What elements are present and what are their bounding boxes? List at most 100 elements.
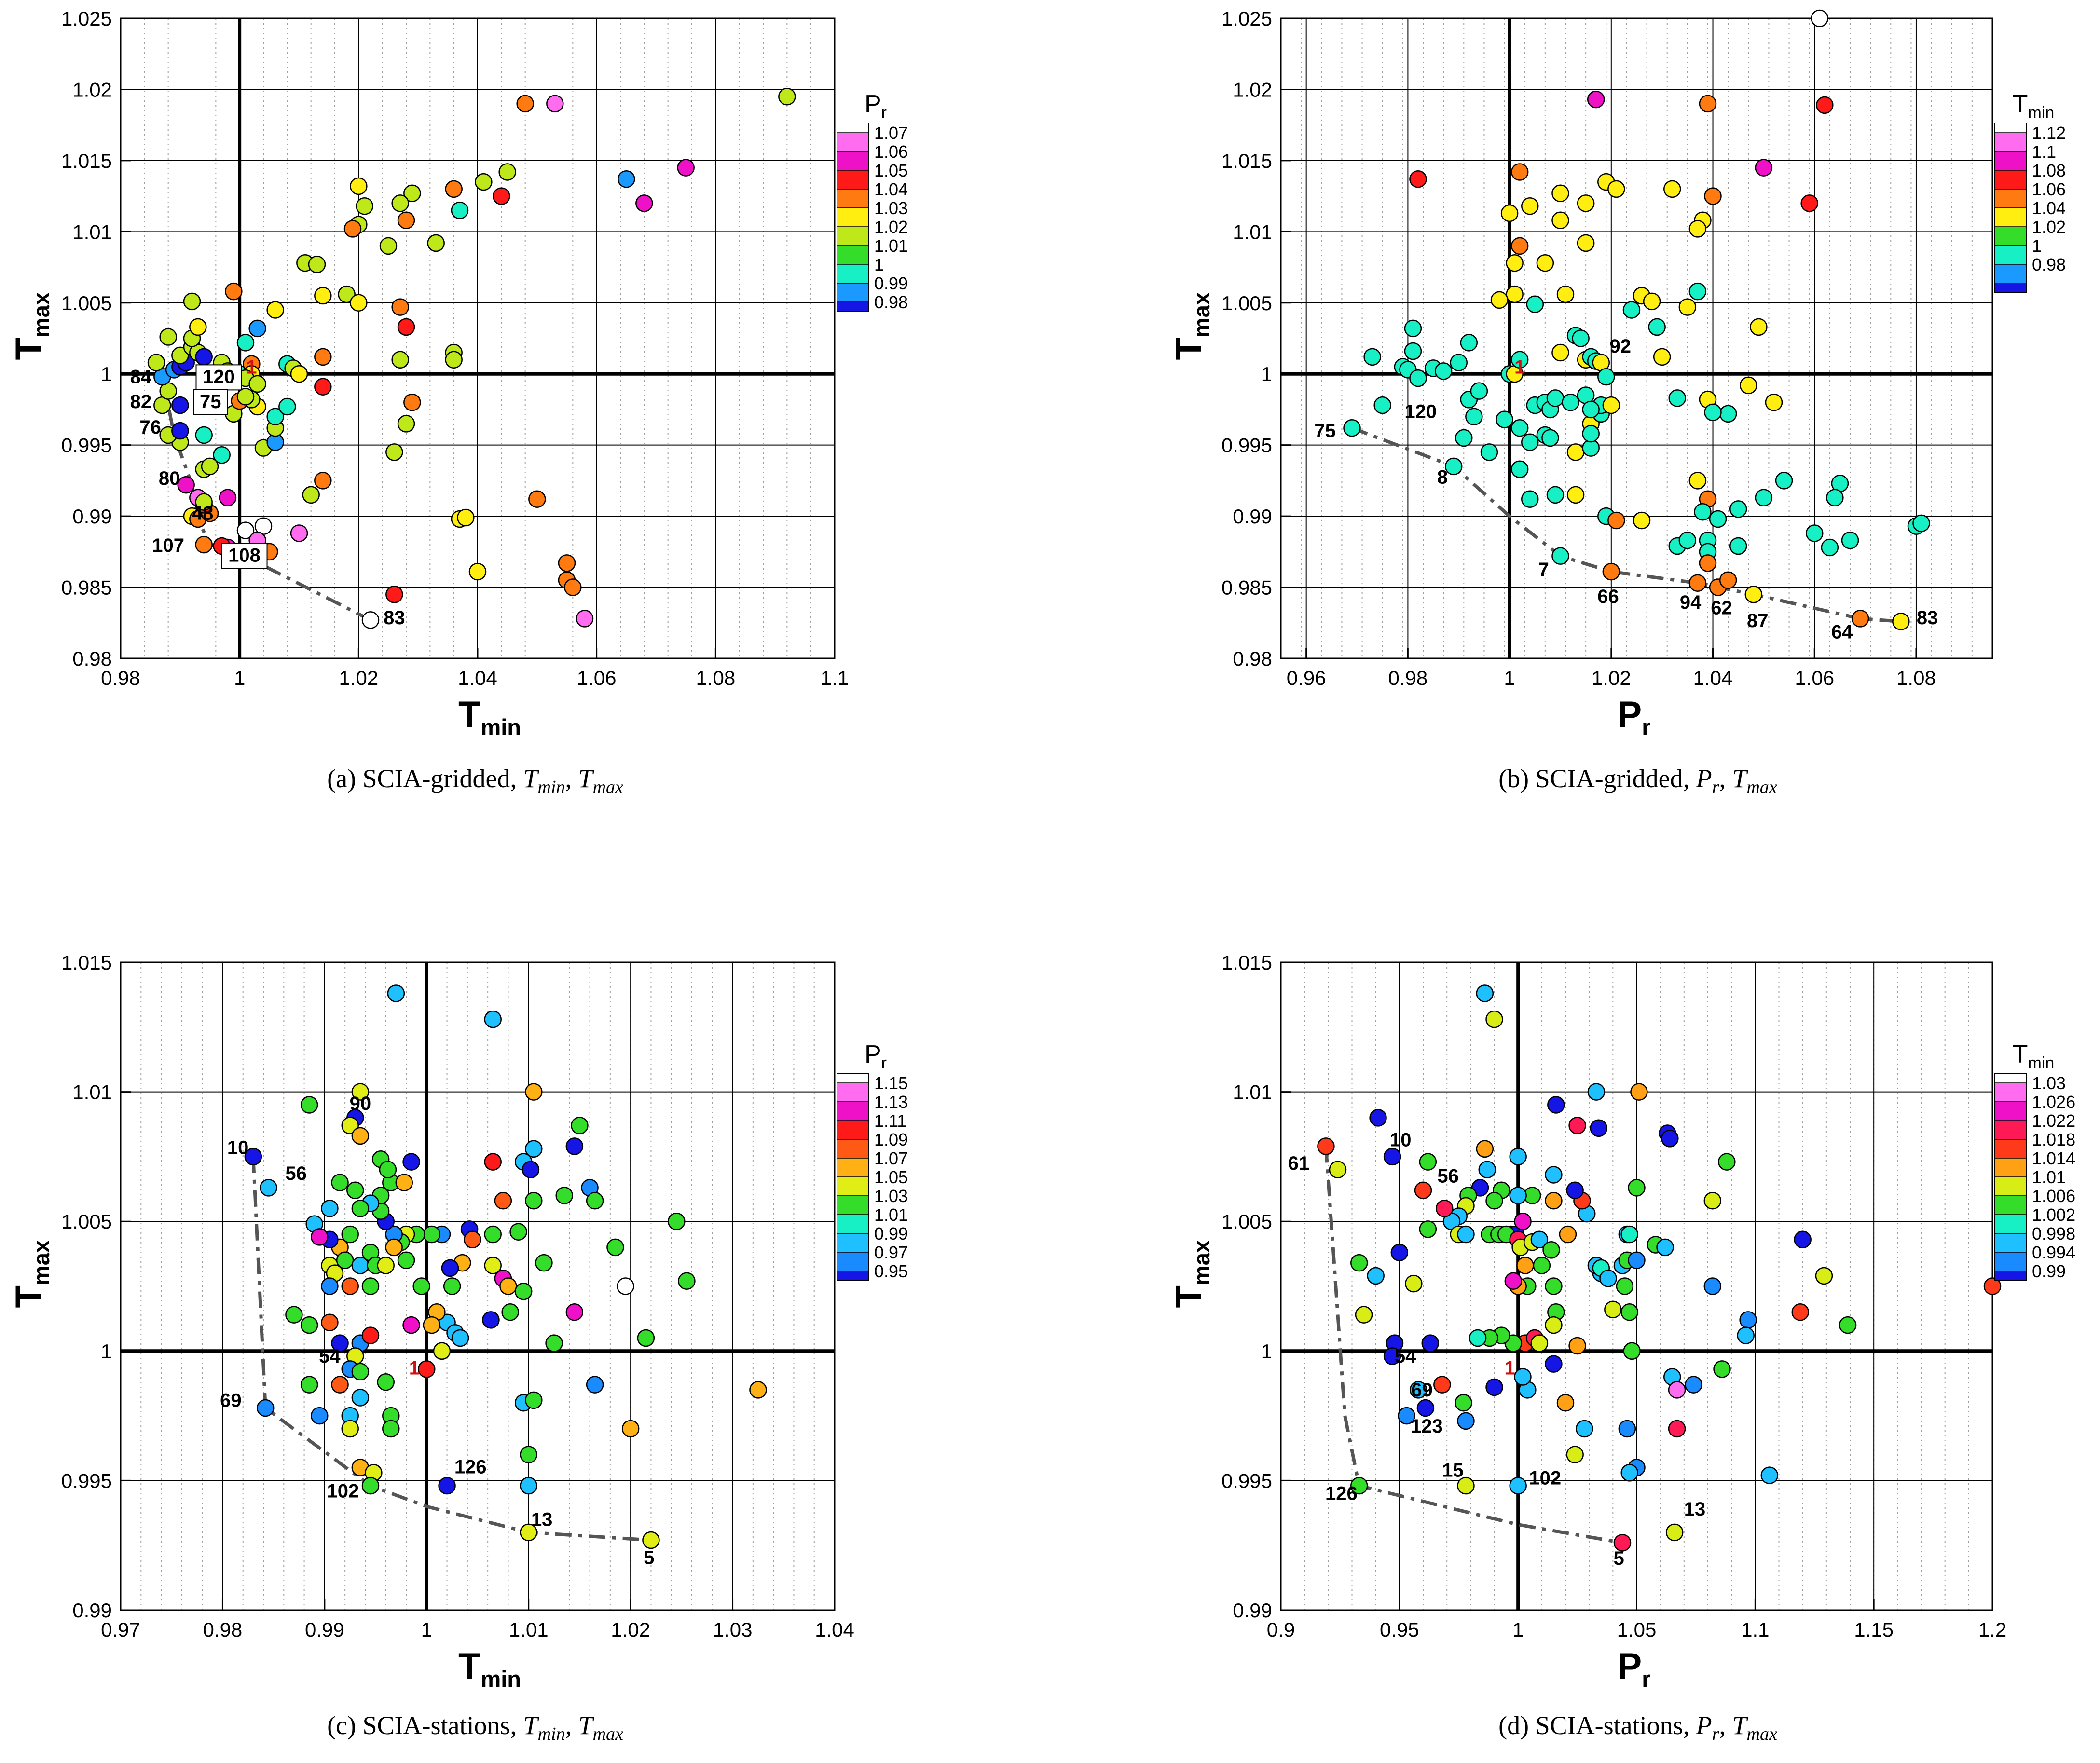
data-point: 1.038, 0.9899	[457, 508, 475, 527]
x-axis-title: Pr	[1618, 694, 1651, 740]
colorbar-swatch	[1995, 1102, 2026, 1121]
y-tick-label: 0.995	[61, 1469, 112, 1492]
data-point: 0.993, 1.0062	[346, 1181, 364, 1199]
data-point: 1.05, 1.0035	[1628, 1251, 1646, 1270]
x-tick-label: 1.02	[1592, 667, 1631, 689]
data-point: 0.981, 1.0032	[1404, 319, 1422, 338]
y-axis-title: Tmax	[8, 1240, 54, 1308]
x-tick-label: 1.08	[1896, 667, 1936, 689]
data-point: 1.0135, 1.006	[555, 1187, 573, 1204]
data-point: 1.036, 1.013	[445, 180, 463, 198]
figure-caption: (b) SCIA-gridded, Pr, Tmax	[1498, 764, 1777, 797]
y-tick-label: 1.01	[1233, 220, 1272, 243]
colorbar-swatch	[1995, 133, 2026, 151]
data-point: 1.01, 0.996	[520, 1446, 537, 1463]
y-tick-label: 1.01	[72, 1081, 112, 1104]
data-point: 0.9905, 1.0025	[321, 1277, 339, 1295]
x-tick-label: 1.1	[1741, 1618, 1769, 1641]
x-tick-label: 0.97	[101, 1618, 140, 1641]
data-point: 0.99, 0.9978	[171, 396, 189, 414]
y-tick-label: 1.005	[61, 292, 112, 314]
pareto-front-line	[251, 1156, 651, 1542]
data-point: 1.039, 1.019	[1699, 95, 1717, 113]
data-point: 1, 1.0113	[1500, 204, 1519, 222]
data-point: 1.036, 1.001	[445, 351, 463, 369]
data-point: 1.12, 1.0043	[1794, 1230, 1812, 1249]
data-point: 1.062, 1.0189	[1816, 96, 1834, 114]
data-point: 0.9962, 1.007	[379, 1161, 397, 1179]
data-point: 1.0015, 1	[433, 1342, 451, 1360]
data-point: 0.997, 1.0138	[387, 984, 405, 1002]
colorbar-swatch	[1995, 1121, 2026, 1139]
x-tick-label: 1.1	[821, 667, 849, 689]
point-label: 126	[454, 1456, 487, 1477]
data-point: 0.9945, 1.0006	[361, 1326, 380, 1344]
data-point: 1.008, 1.0025	[499, 1277, 517, 1295]
colorbar-level-label: 0.98	[874, 292, 908, 312]
data-point: 1.0045, 1.0043	[464, 1230, 481, 1249]
colorbar-level-label: 1.06	[874, 142, 908, 162]
y-axis-title-sub: max	[28, 292, 54, 338]
point-label: 64	[1831, 622, 1853, 643]
data-point: 1.029, 1.0033	[1648, 318, 1666, 336]
data-point: 1.067, 0.9985	[1668, 1381, 1686, 1399]
y-tick-label: 1.02	[1233, 78, 1272, 101]
caption-var2: T	[578, 1711, 595, 1740]
data-point: 1.046, 0.997	[1618, 1420, 1636, 1438]
y-axis-title-sub: max	[1189, 292, 1214, 338]
data-point: 0.991, 0.9922	[177, 476, 195, 494]
x-tick-label: 1.06	[1795, 667, 1834, 689]
y-tick-label: 1.025	[61, 7, 112, 30]
data-point: 0.988, 1.0026	[159, 328, 177, 346]
data-point: 0.99, 1.0008	[1450, 354, 1468, 371]
data-point: 0.9905, 1.0011	[321, 1313, 339, 1331]
figure-caption: (d) SCIA-stations, Pr, Tmax	[1498, 1711, 1777, 1744]
colorbar-level-label: 1.01	[874, 236, 908, 256]
data-point: 1.022, 0.9927	[642, 1531, 660, 1549]
data-point: 0.96, 1.0062	[1414, 1181, 1432, 1199]
data-point: 1.0095, 1.0023	[514, 1282, 533, 1300]
colorbar-swatch	[837, 189, 868, 208]
colorbar-swatch	[837, 264, 868, 283]
caption-var1: P	[1696, 764, 1712, 793]
data-point: 1.02, 1.0132	[350, 177, 368, 195]
data-point: 0.992, 1.0022	[1460, 334, 1478, 352]
data-point: 1.034, 1.0086	[1590, 1119, 1608, 1137]
reference-point-label: 1	[1514, 356, 1525, 378]
data-point: 1.002, 0.999	[1514, 1368, 1532, 1386]
y-tick-label: 0.98	[72, 647, 112, 670]
data-point: 1.025, 1.009	[379, 237, 398, 255]
y-tick-label: 1.025	[1222, 7, 1272, 30]
data-point: 0.996, 0.9988	[377, 1373, 395, 1391]
caption-comma: ,	[565, 1711, 578, 1740]
caption-var2: T	[578, 764, 595, 793]
data-point: 1.01, 1.0108	[1551, 211, 1569, 229]
colorbar-swatch	[837, 1271, 868, 1281]
point-label: 107	[152, 535, 184, 556]
data-point: 1.028, 1.0033	[397, 318, 415, 336]
colorbar-level-label: 0.99	[2032, 1261, 2066, 1281]
data-point: 1.013, 0.9915	[1566, 486, 1585, 504]
data-point: 1.021, 1.0118	[356, 197, 373, 215]
x-axis-title: Tmin	[458, 694, 521, 740]
y-tick-label: 0.99	[1233, 505, 1272, 528]
data-point: 0.987, 1.007	[1478, 1161, 1496, 1179]
y-tick-label: 0.985	[61, 576, 112, 599]
data-point: 1.037, 1.0115	[451, 201, 469, 219]
x-tick-label: 0.98	[101, 667, 140, 689]
colorbar-level-label: 0.97	[874, 1243, 908, 1262]
y-tick-label: 1	[1261, 1340, 1272, 1363]
caption-var2-sub: max	[593, 777, 623, 797]
caption-var1-sub: min	[538, 777, 565, 797]
data-point: 1.0165, 0.9987	[586, 1376, 604, 1394]
data-point: 1.024, 1.0062	[1566, 1181, 1584, 1199]
data-point: 1.002, 1.001	[1510, 351, 1529, 369]
data-point: 1.106, 0.9952	[1760, 1466, 1779, 1484]
data-point: 1.01, 0.9888	[290, 524, 308, 542]
point-label: 76	[139, 417, 161, 438]
data-point: 1.047, 1.0045	[1620, 1225, 1638, 1244]
data-point: 1.067, 0.997	[1668, 1420, 1686, 1438]
point-label: 82	[130, 391, 152, 412]
colorbar-swatch	[837, 1158, 868, 1177]
